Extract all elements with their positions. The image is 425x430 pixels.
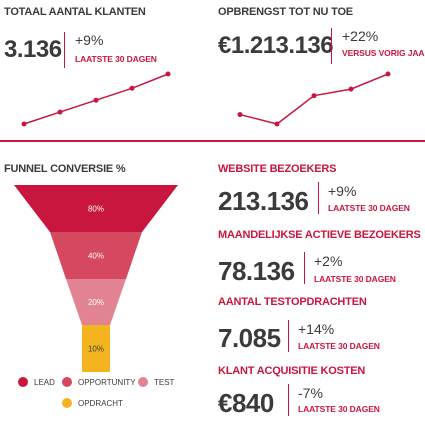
- divider-line: [288, 320, 289, 352]
- divider-line: [64, 32, 65, 68]
- legend-label: TEST: [154, 377, 175, 387]
- revenue-value: €1.213.136: [218, 32, 334, 59]
- legend-item-lead: LEAD: [18, 377, 55, 387]
- legend-label: OPDRACHT: [78, 398, 123, 408]
- divider-line: [288, 384, 289, 416]
- opportunity-color-dot: [62, 377, 72, 387]
- metric-title: KLANT ACQUISITIE KOSTEN: [218, 365, 366, 377]
- total-customers-value: 3.136: [4, 36, 62, 63]
- sparkline-point: [311, 93, 317, 99]
- revenue-period: VERSUS VORIG JAAR: [342, 48, 425, 58]
- sparkline-point: [129, 85, 135, 91]
- metric-value: 7.085: [218, 323, 281, 353]
- metric-value: 78.136: [218, 256, 295, 286]
- metric-title: AANTAL TESTOPDRACHTEN: [218, 296, 367, 308]
- funnel-title: FUNNEL CONVERSIE %: [4, 163, 126, 175]
- metric-change: +9%: [328, 183, 357, 199]
- funnel-segment-label: 10%: [88, 345, 104, 354]
- legend-item-opdracht: OPDRACHT: [62, 398, 123, 408]
- metric-period: LAATSTE 30 DAGEN: [314, 274, 396, 284]
- sparkline-point: [237, 112, 243, 118]
- section-divider: [0, 140, 425, 142]
- legend-item-opportunity: OPPORTUNITY: [62, 377, 136, 387]
- sparkline-point: [21, 121, 27, 127]
- sparkline-point: [165, 71, 171, 77]
- total-customers-period: LAATSTE 30 DAGEN: [75, 54, 157, 64]
- metric-title: WEBSITE BEZOEKERS: [218, 163, 337, 175]
- total-customers-change: +9%: [75, 32, 104, 48]
- metric-change: -7%: [298, 385, 323, 401]
- divider-line: [331, 28, 332, 64]
- legend-item-test: TEST: [138, 377, 174, 387]
- metric-value: €840: [218, 388, 274, 418]
- metric-change: +2%: [314, 253, 343, 269]
- sparkline-point: [93, 97, 99, 103]
- funnel-segment-label: 20%: [88, 298, 104, 307]
- divider-line: [304, 252, 305, 284]
- revenue-sparkline: [237, 71, 391, 127]
- total-customers-sparkline: [21, 71, 171, 127]
- funnel-segment-label: 40%: [88, 252, 104, 261]
- funnel-segment: [14, 185, 178, 232]
- funnel-segment-label: 80%: [88, 205, 104, 214]
- funnel-segment: [82, 325, 110, 372]
- funnel-segment: [50, 232, 142, 279]
- sparkline-point: [348, 86, 354, 92]
- revenue-change: +22%: [342, 28, 379, 44]
- funnel-segment: [66, 279, 126, 325]
- metric-period: LAATSTE 30 DAGEN: [298, 341, 380, 351]
- total-customers-title: TOTAAL AANTAL KLANTEN: [4, 6, 146, 18]
- funnel-chart: 80% 40% 20% 10%: [14, 185, 178, 372]
- metric-period: LAATSTE 30 DAGEN: [298, 404, 380, 414]
- legend-label: LEAD: [34, 377, 55, 387]
- sparkline-point: [57, 109, 63, 115]
- revenue-title: OPBRENGST TOT NU TOE: [218, 6, 353, 18]
- metric-value: 213.136: [218, 186, 309, 216]
- lead-color-dot: [18, 377, 28, 387]
- legend-label: OPPORTUNITY: [78, 377, 136, 387]
- opdracht-color-dot: [62, 398, 72, 408]
- divider-line: [318, 182, 319, 214]
- sparkline-point: [274, 121, 280, 127]
- metric-title: MAANDELIJKSE ACTIEVE BEZOEKERS: [218, 229, 421, 241]
- metric-period: LAATSTE 30 DAGEN: [328, 203, 410, 213]
- test-color-dot: [138, 377, 148, 387]
- metric-change: +14%: [298, 321, 335, 337]
- sparkline-line: [239, 73, 389, 125]
- sparkline-point: [385, 71, 391, 77]
